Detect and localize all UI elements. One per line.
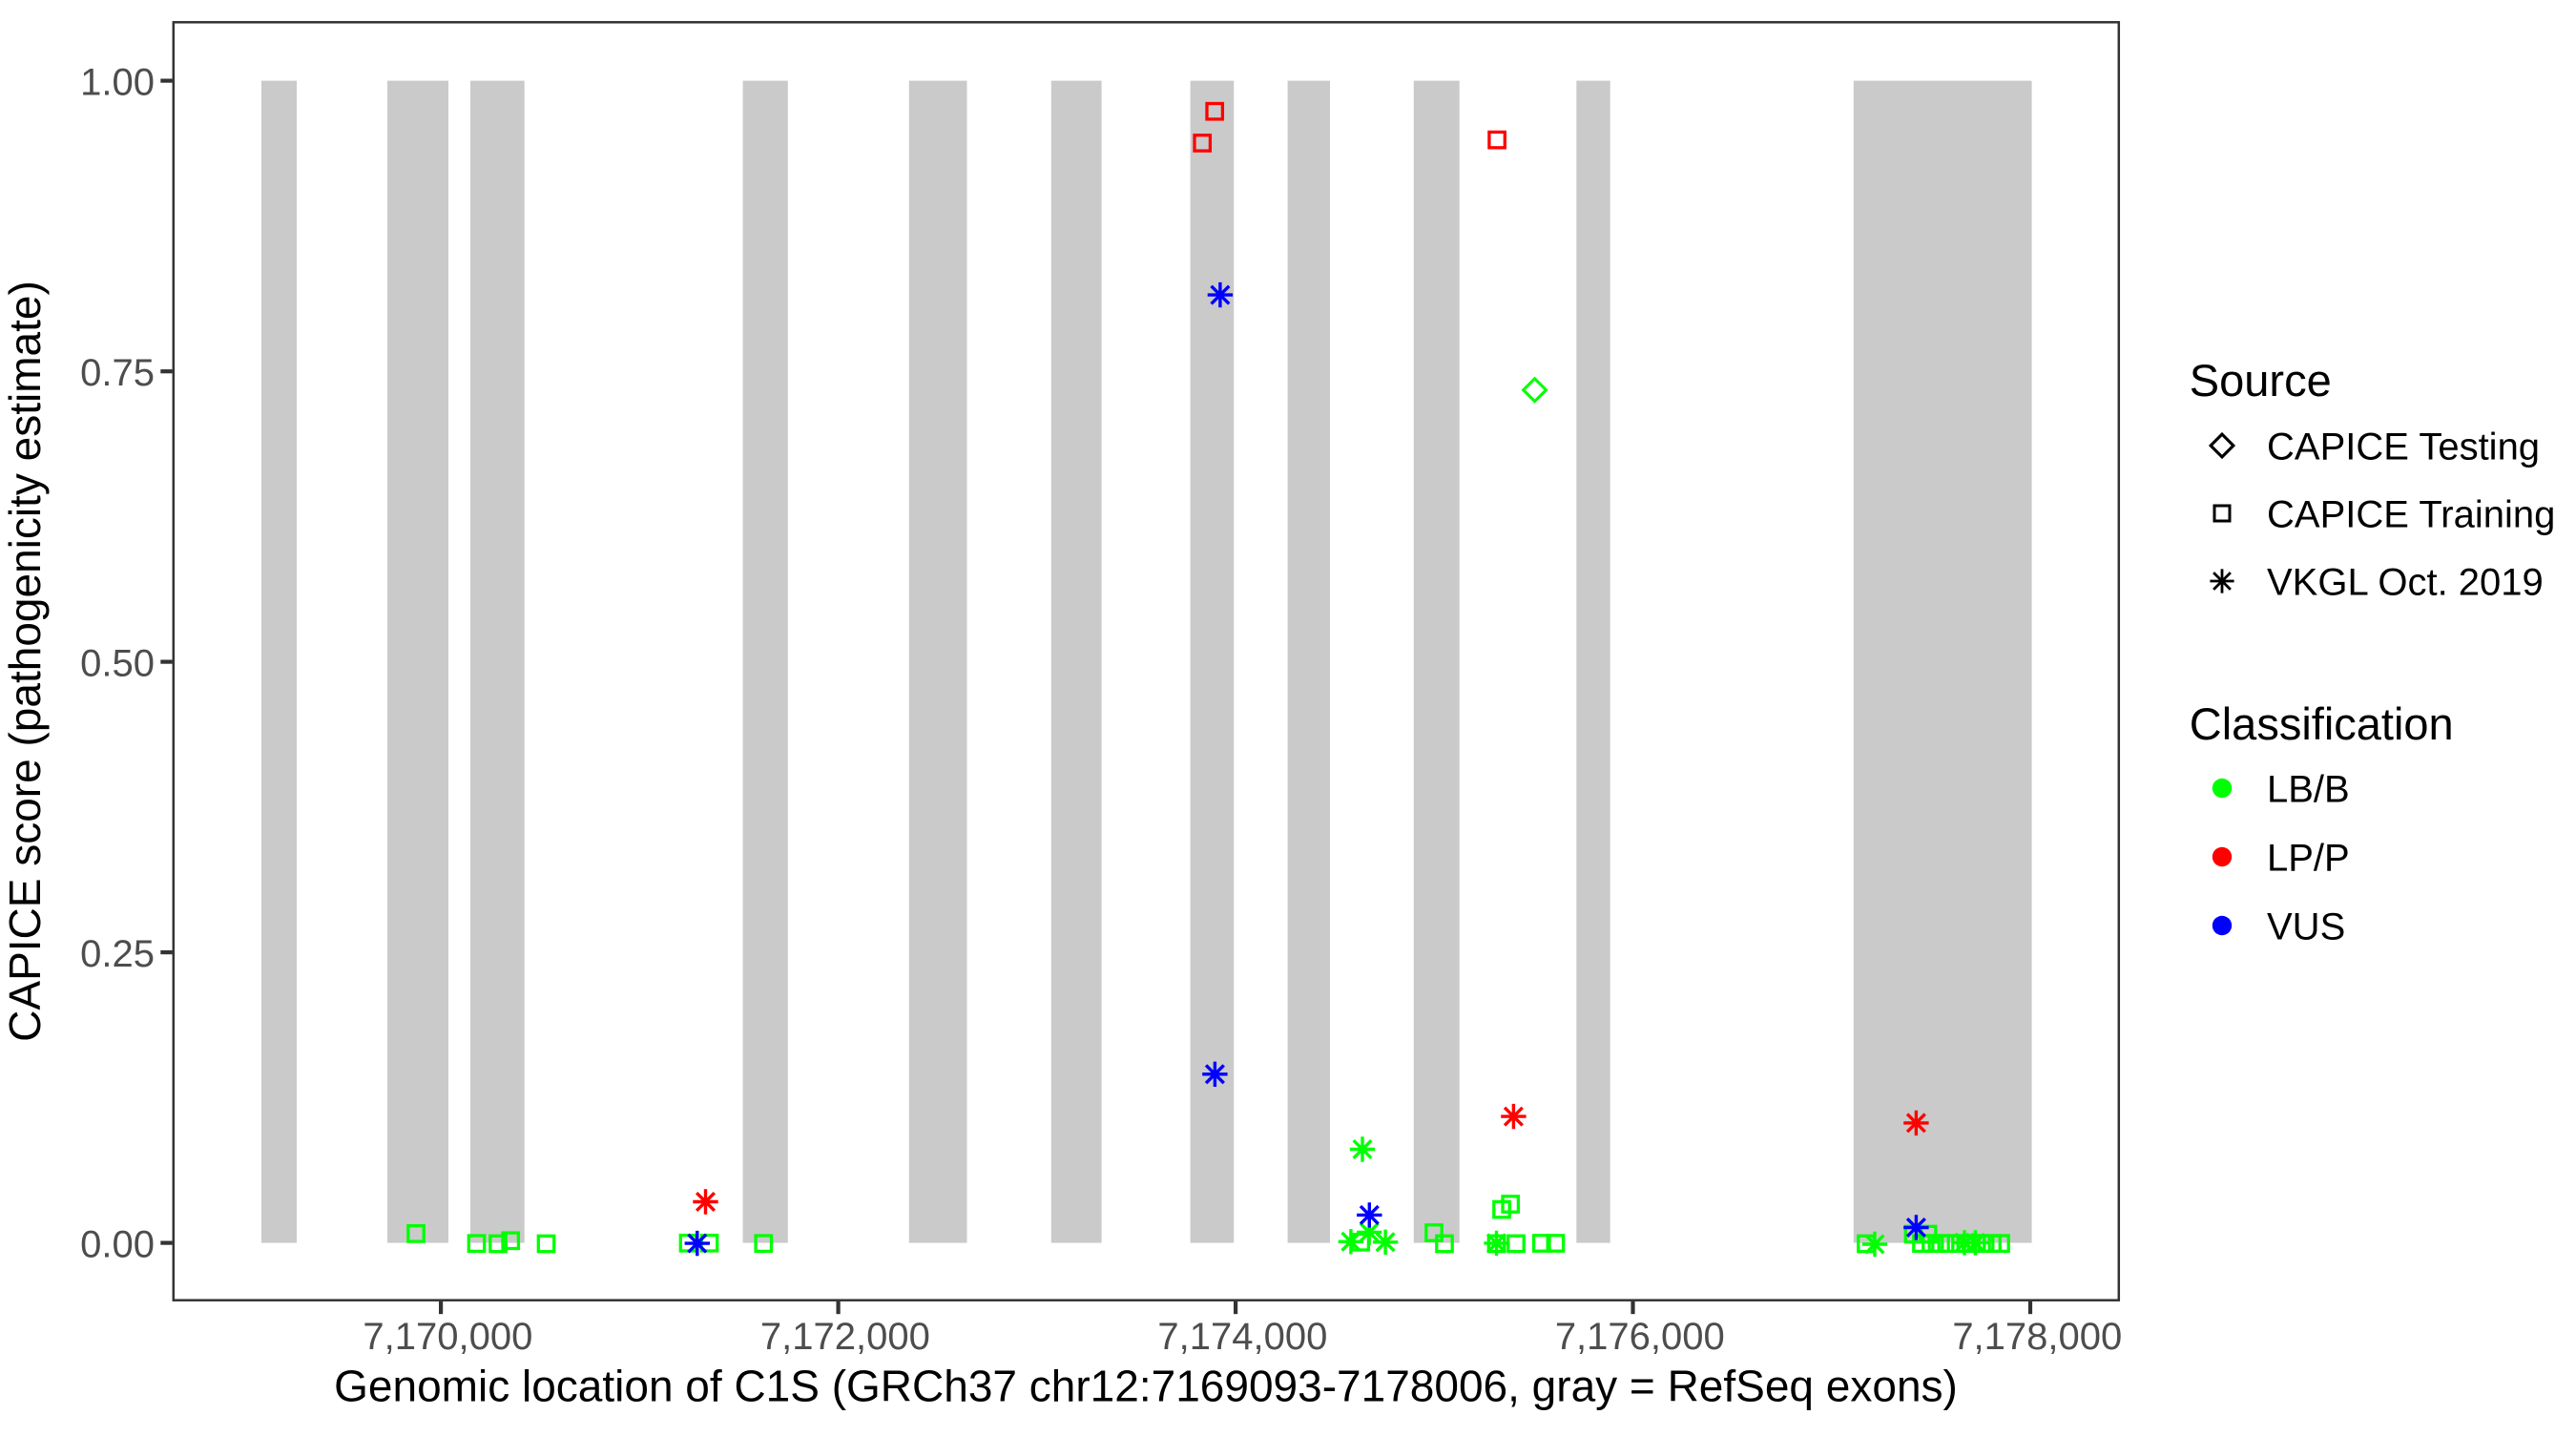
svg-text:VKGL Oct. 2019: VKGL Oct. 2019 — [2267, 561, 2544, 603]
svg-text:0.75: 0.75 — [80, 352, 155, 394]
svg-text:VUS: VUS — [2267, 905, 2345, 947]
svg-text:CAPICE Training: CAPICE Training — [2267, 493, 2555, 535]
svg-text:7,170,000: 7,170,000 — [363, 1316, 532, 1358]
svg-text:LB/B: LB/B — [2267, 768, 2350, 810]
svg-text:7,172,000: 7,172,000 — [760, 1316, 930, 1358]
svg-text:LP/P: LP/P — [2267, 837, 2350, 879]
svg-text:0.50: 0.50 — [80, 643, 155, 685]
svg-text:1.00: 1.00 — [80, 62, 155, 104]
svg-text:CAPICE score (pathogenicity es: CAPICE score (pathogenicity estimate) — [0, 281, 50, 1042]
svg-text:7,176,000: 7,176,000 — [1555, 1316, 1725, 1358]
svg-text:CAPICE Testing: CAPICE Testing — [2267, 426, 2540, 468]
svg-text:Source: Source — [2190, 355, 2332, 406]
svg-text:7,178,000: 7,178,000 — [1952, 1316, 2122, 1358]
svg-text:7,174,000: 7,174,000 — [1157, 1316, 1327, 1358]
svg-text:0.00: 0.00 — [80, 1224, 155, 1266]
svg-text:Classification: Classification — [2190, 698, 2454, 749]
svg-text:Genomic location of C1S (GRCh3: Genomic location of C1S (GRCh37 chr12:71… — [334, 1361, 1958, 1410]
svg-text:0.25: 0.25 — [80, 933, 155, 975]
